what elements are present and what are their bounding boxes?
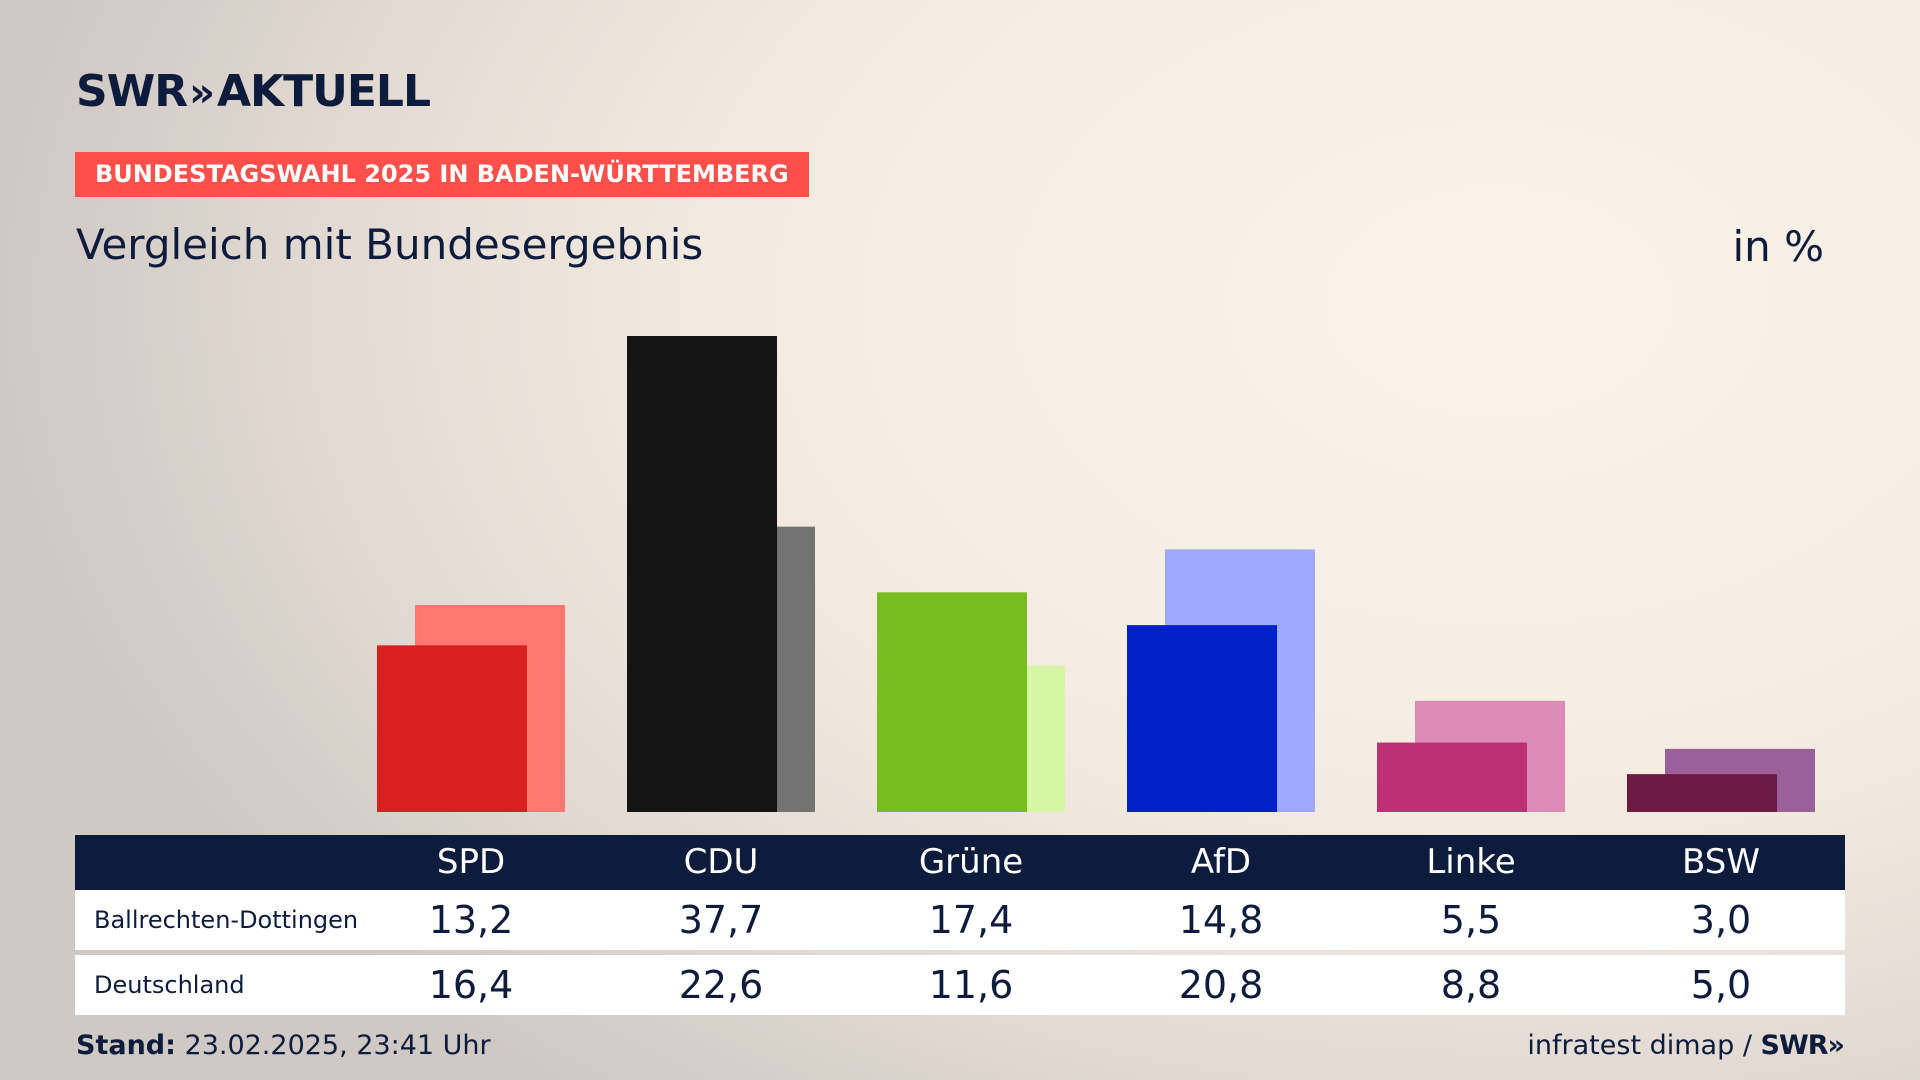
table-row: Deutschland 16,4 22,6 11,6 20,8 8,8 5,0 — [75, 955, 1845, 1015]
swr-aktuell-logo: SWR» AKTUELL — [76, 66, 431, 117]
column-header-bsw: BSW — [1682, 842, 1760, 882]
value-cell-afd: 20,8 — [1178, 963, 1264, 1007]
value-cell-cdu: 37,7 — [678, 898, 764, 942]
value-cell-linke: 8,8 — [1440, 963, 1502, 1007]
chart-subtitle: Vergleich mit Bundesergebnis — [76, 220, 704, 269]
bar-local-linke — [1377, 742, 1527, 812]
value-cell-spd: 13,2 — [428, 898, 514, 942]
source-credit: infratest dimap / SWR» — [1527, 1030, 1845, 1061]
value-cell-cdu: 22,6 — [678, 963, 764, 1007]
logo-brand: SWR — [76, 66, 188, 117]
value-cell-linke: 5,5 — [1440, 898, 1502, 942]
bar-local-spd — [377, 645, 527, 812]
election-badge: BUNDESTAGSWAHL 2025 IN BADEN-WÜRTTEMBERG — [75, 152, 809, 197]
column-header-afd: AfD — [1190, 842, 1252, 882]
table-row: Ballrechten-Dottingen 13,2 37,7 17,4 14,8 5,… — [75, 890, 1845, 950]
value-cell-grüne: 17,4 — [928, 898, 1014, 942]
logo-suffix: AKTUELL — [216, 66, 431, 117]
value-cell-afd: 14,8 — [1178, 898, 1264, 942]
results-table: SPD CDU Grüne AfD Linke BSW Ballrechten-Dotti… — [75, 835, 1845, 1015]
value-cell-spd: 16,4 — [428, 963, 514, 1007]
column-header-spd: SPD — [436, 842, 506, 882]
stand-value: 23.02.2025, 23:41 Uhr — [184, 1030, 491, 1061]
bar-local-cdu — [627, 336, 777, 812]
row-label-local: Ballrechten-Dottingen — [94, 906, 359, 934]
timestamp: Stand: 23.02.2025, 23:41 Uhr — [76, 1030, 491, 1061]
unit-label: in % — [1732, 222, 1824, 271]
bar-local-bsw — [1627, 774, 1777, 812]
row-label-national: Deutschland — [94, 971, 245, 999]
column-header-linke: Linke — [1426, 842, 1516, 882]
stand-label: Stand: — [76, 1030, 176, 1061]
source-text: infratest dimap / — [1527, 1030, 1752, 1061]
column-header-grüne: Grüne — [918, 842, 1024, 882]
table-header-row: SPD CDU Grüne AfD Linke BSW — [75, 835, 1845, 890]
value-cell-bsw: 3,0 — [1690, 898, 1752, 942]
bar-local-afd — [1127, 625, 1277, 812]
value-cell-bsw: 5,0 — [1690, 963, 1752, 1007]
value-cell-grüne: 11,6 — [928, 963, 1014, 1007]
bar-chart — [377, 336, 1815, 812]
swr-mini-logo: SWR» — [1760, 1030, 1845, 1061]
column-header-cdu: CDU — [683, 842, 759, 882]
bar-local-grüne — [877, 592, 1027, 812]
